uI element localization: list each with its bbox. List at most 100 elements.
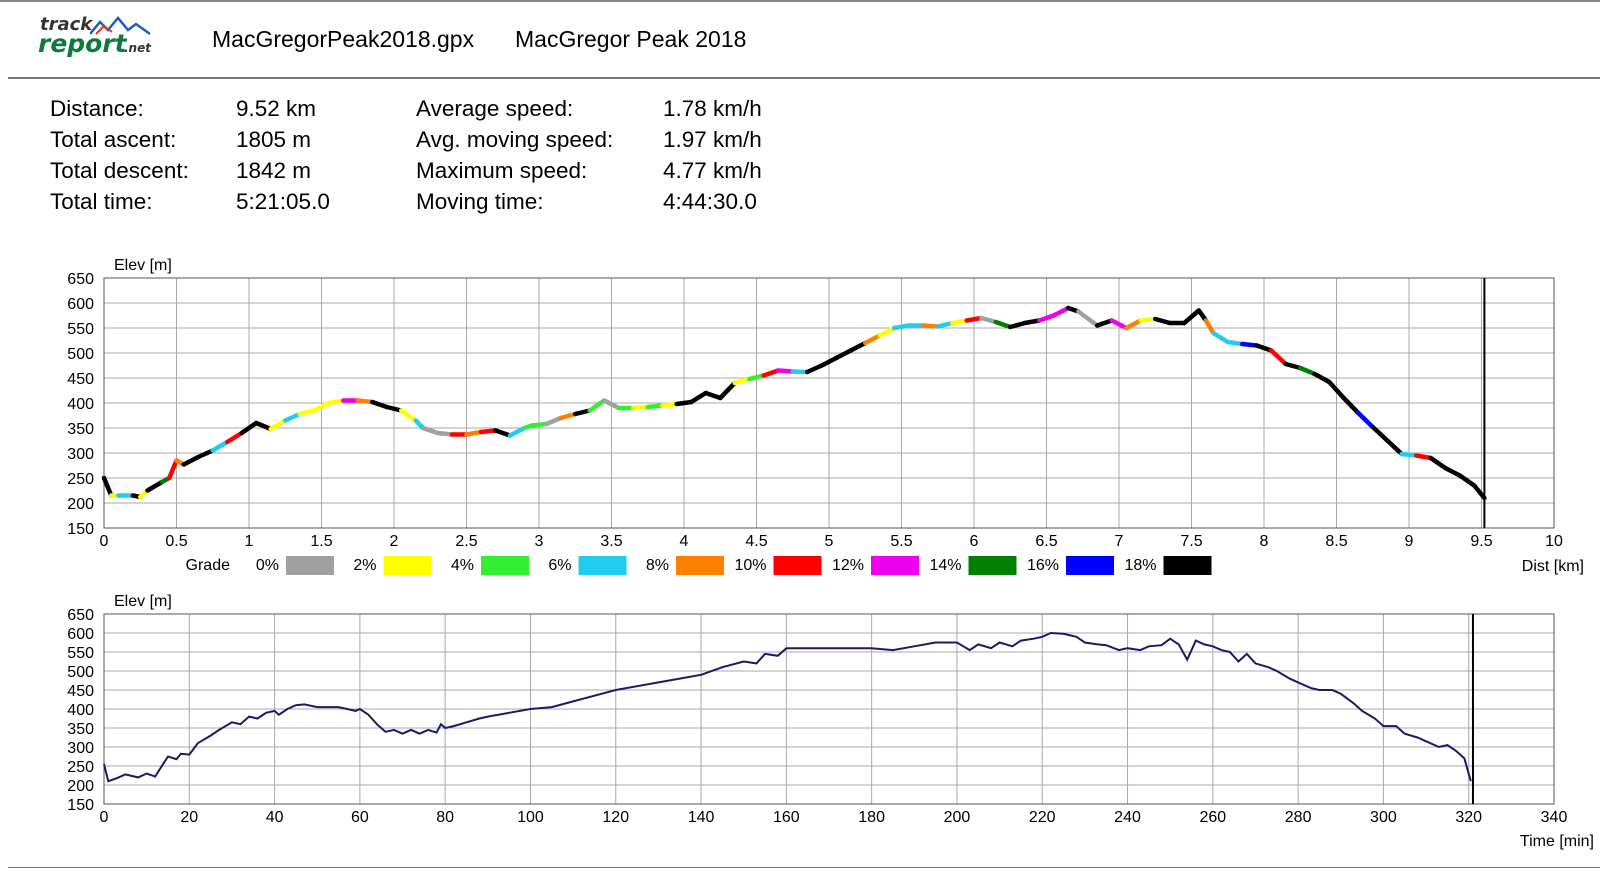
y-tick-label: 200 <box>67 496 94 513</box>
elevation-segment <box>384 404 404 413</box>
stat-total-descent-value: 1842 m <box>236 158 312 183</box>
stat-moving-speed-value: 1.97 km/h <box>663 127 762 152</box>
elevation-segment <box>877 325 897 338</box>
elevation-segment <box>964 315 984 323</box>
x-tick-label: 20 <box>180 809 198 826</box>
elevation-segment <box>478 428 498 435</box>
elevation-segment <box>544 415 563 427</box>
x-tick-label: 7 <box>1115 533 1124 550</box>
elevation-segment <box>1240 341 1259 348</box>
x-tick-label: 80 <box>436 809 454 826</box>
elevation-segment <box>1385 438 1404 457</box>
grade-legend-swatch <box>871 556 919 575</box>
stat-max-speed-label: Maximum speed: <box>416 158 588 183</box>
grade-legend-label: 12% <box>832 557 864 574</box>
x-tick-label: 4.5 <box>745 533 767 550</box>
grade-legend-label: 6% <box>548 557 571 574</box>
x-tick-label: 260 <box>1199 809 1226 826</box>
y-tick-label: 450 <box>67 683 94 700</box>
stat-total-time-value: 5:21:05.0 <box>236 189 330 214</box>
elevation-segment <box>268 418 288 432</box>
grade-legend-label: 4% <box>451 557 474 574</box>
x-tick-label: 60 <box>351 809 369 826</box>
y-tick-label: 250 <box>67 471 94 488</box>
elevation-segment <box>732 376 752 386</box>
x-tick-label: 5.5 <box>890 533 912 550</box>
stat-average-speed-value: 1.78 km/h <box>663 96 762 121</box>
elevation-segment <box>674 399 694 407</box>
elevation-segment <box>181 454 201 467</box>
elevation-segment <box>1428 455 1448 471</box>
elevation-segment <box>312 400 331 413</box>
stat-distance-label: Distance: <box>50 96 144 121</box>
logo-text-report: report <box>38 29 127 58</box>
elevation-segment <box>703 390 723 401</box>
elevation-segment <box>493 428 513 438</box>
elevation-segment <box>1037 313 1056 323</box>
x-tick-label: 140 <box>688 809 715 826</box>
stat-average-speed-label: Average speed: <box>416 96 574 121</box>
elevation-segment <box>1225 339 1245 347</box>
y-tick-label: 400 <box>67 702 94 719</box>
elevation-segment <box>283 411 302 423</box>
stat-max-speed-value: 4.77 km/h <box>663 158 762 183</box>
stat-total-time-label: Total time: <box>50 189 153 214</box>
elevation-segment <box>1153 316 1172 326</box>
elevation-segment <box>1457 473 1477 488</box>
y-tick-label: 350 <box>67 721 94 738</box>
elevation-segment <box>631 404 650 411</box>
x-tick-label: 9 <box>1405 533 1414 550</box>
elevation-line <box>103 631 1472 783</box>
elevation-segment <box>776 368 795 374</box>
x-tick-label: 100 <box>517 809 544 826</box>
grade-legend-label: 8% <box>646 557 669 574</box>
elevation-segment <box>834 348 853 361</box>
grade-legend-swatch <box>578 556 627 575</box>
grade-legend-label: 18% <box>1124 557 1156 574</box>
x-tick-label: 160 <box>773 809 800 826</box>
x-tick-label: 8.5 <box>1325 533 1347 550</box>
grade-legend-swatch <box>968 556 1017 575</box>
stat-moving-time-label: Moving time: <box>416 189 544 214</box>
elevation-segment <box>1269 348 1288 367</box>
grade-legend-label: 2% <box>353 557 376 574</box>
x-tick-label: 6 <box>970 533 979 550</box>
x-tick-label: 8 <box>1260 533 1269 550</box>
elevation-segment <box>950 318 969 326</box>
x-tick-label: 280 <box>1285 809 1312 826</box>
elevation-segment <box>1356 410 1375 430</box>
elevation-segment <box>1283 361 1303 371</box>
grade-legend-swatch <box>676 556 724 575</box>
elevation-segment <box>1327 379 1346 401</box>
x-axis-label: Dist [km] <box>1522 558 1584 575</box>
trackreport-logo[interactable]: track report .net <box>38 14 168 58</box>
y-tick-label: 500 <box>67 664 94 681</box>
x-tick-label: 40 <box>266 809 284 826</box>
elevation-segment <box>167 458 179 481</box>
grade-legend-swatch <box>383 556 432 575</box>
x-tick-label: 5 <box>825 533 834 550</box>
mountain-icon <box>90 16 151 36</box>
y-axis-label: Elev [m] <box>114 257 172 274</box>
y-tick-label: 600 <box>67 296 94 313</box>
elevation-segment <box>747 373 766 382</box>
elevation-segment <box>805 363 824 375</box>
x-tick-label: 2 <box>390 533 399 550</box>
elevation-segment <box>790 369 810 375</box>
y-tick-label: 200 <box>67 778 94 795</box>
y-tick-label: 550 <box>67 645 94 662</box>
y-tick-label: 600 <box>67 626 94 643</box>
grade-legend-label: 14% <box>929 557 961 574</box>
elevation-segment <box>1076 309 1100 328</box>
grade-legend-swatch <box>286 556 334 575</box>
elevation-segment <box>863 333 882 346</box>
grade-legend-label: 16% <box>1027 557 1059 574</box>
elevation-segment <box>326 398 346 406</box>
elevation-segment <box>420 425 440 436</box>
elevation-segment <box>645 403 665 410</box>
logo-text-track: track <box>40 14 93 35</box>
elevation-segment <box>1341 395 1361 416</box>
elevation-segment <box>979 315 998 325</box>
elevation-segment <box>196 448 215 460</box>
elevation-segment <box>210 439 230 453</box>
